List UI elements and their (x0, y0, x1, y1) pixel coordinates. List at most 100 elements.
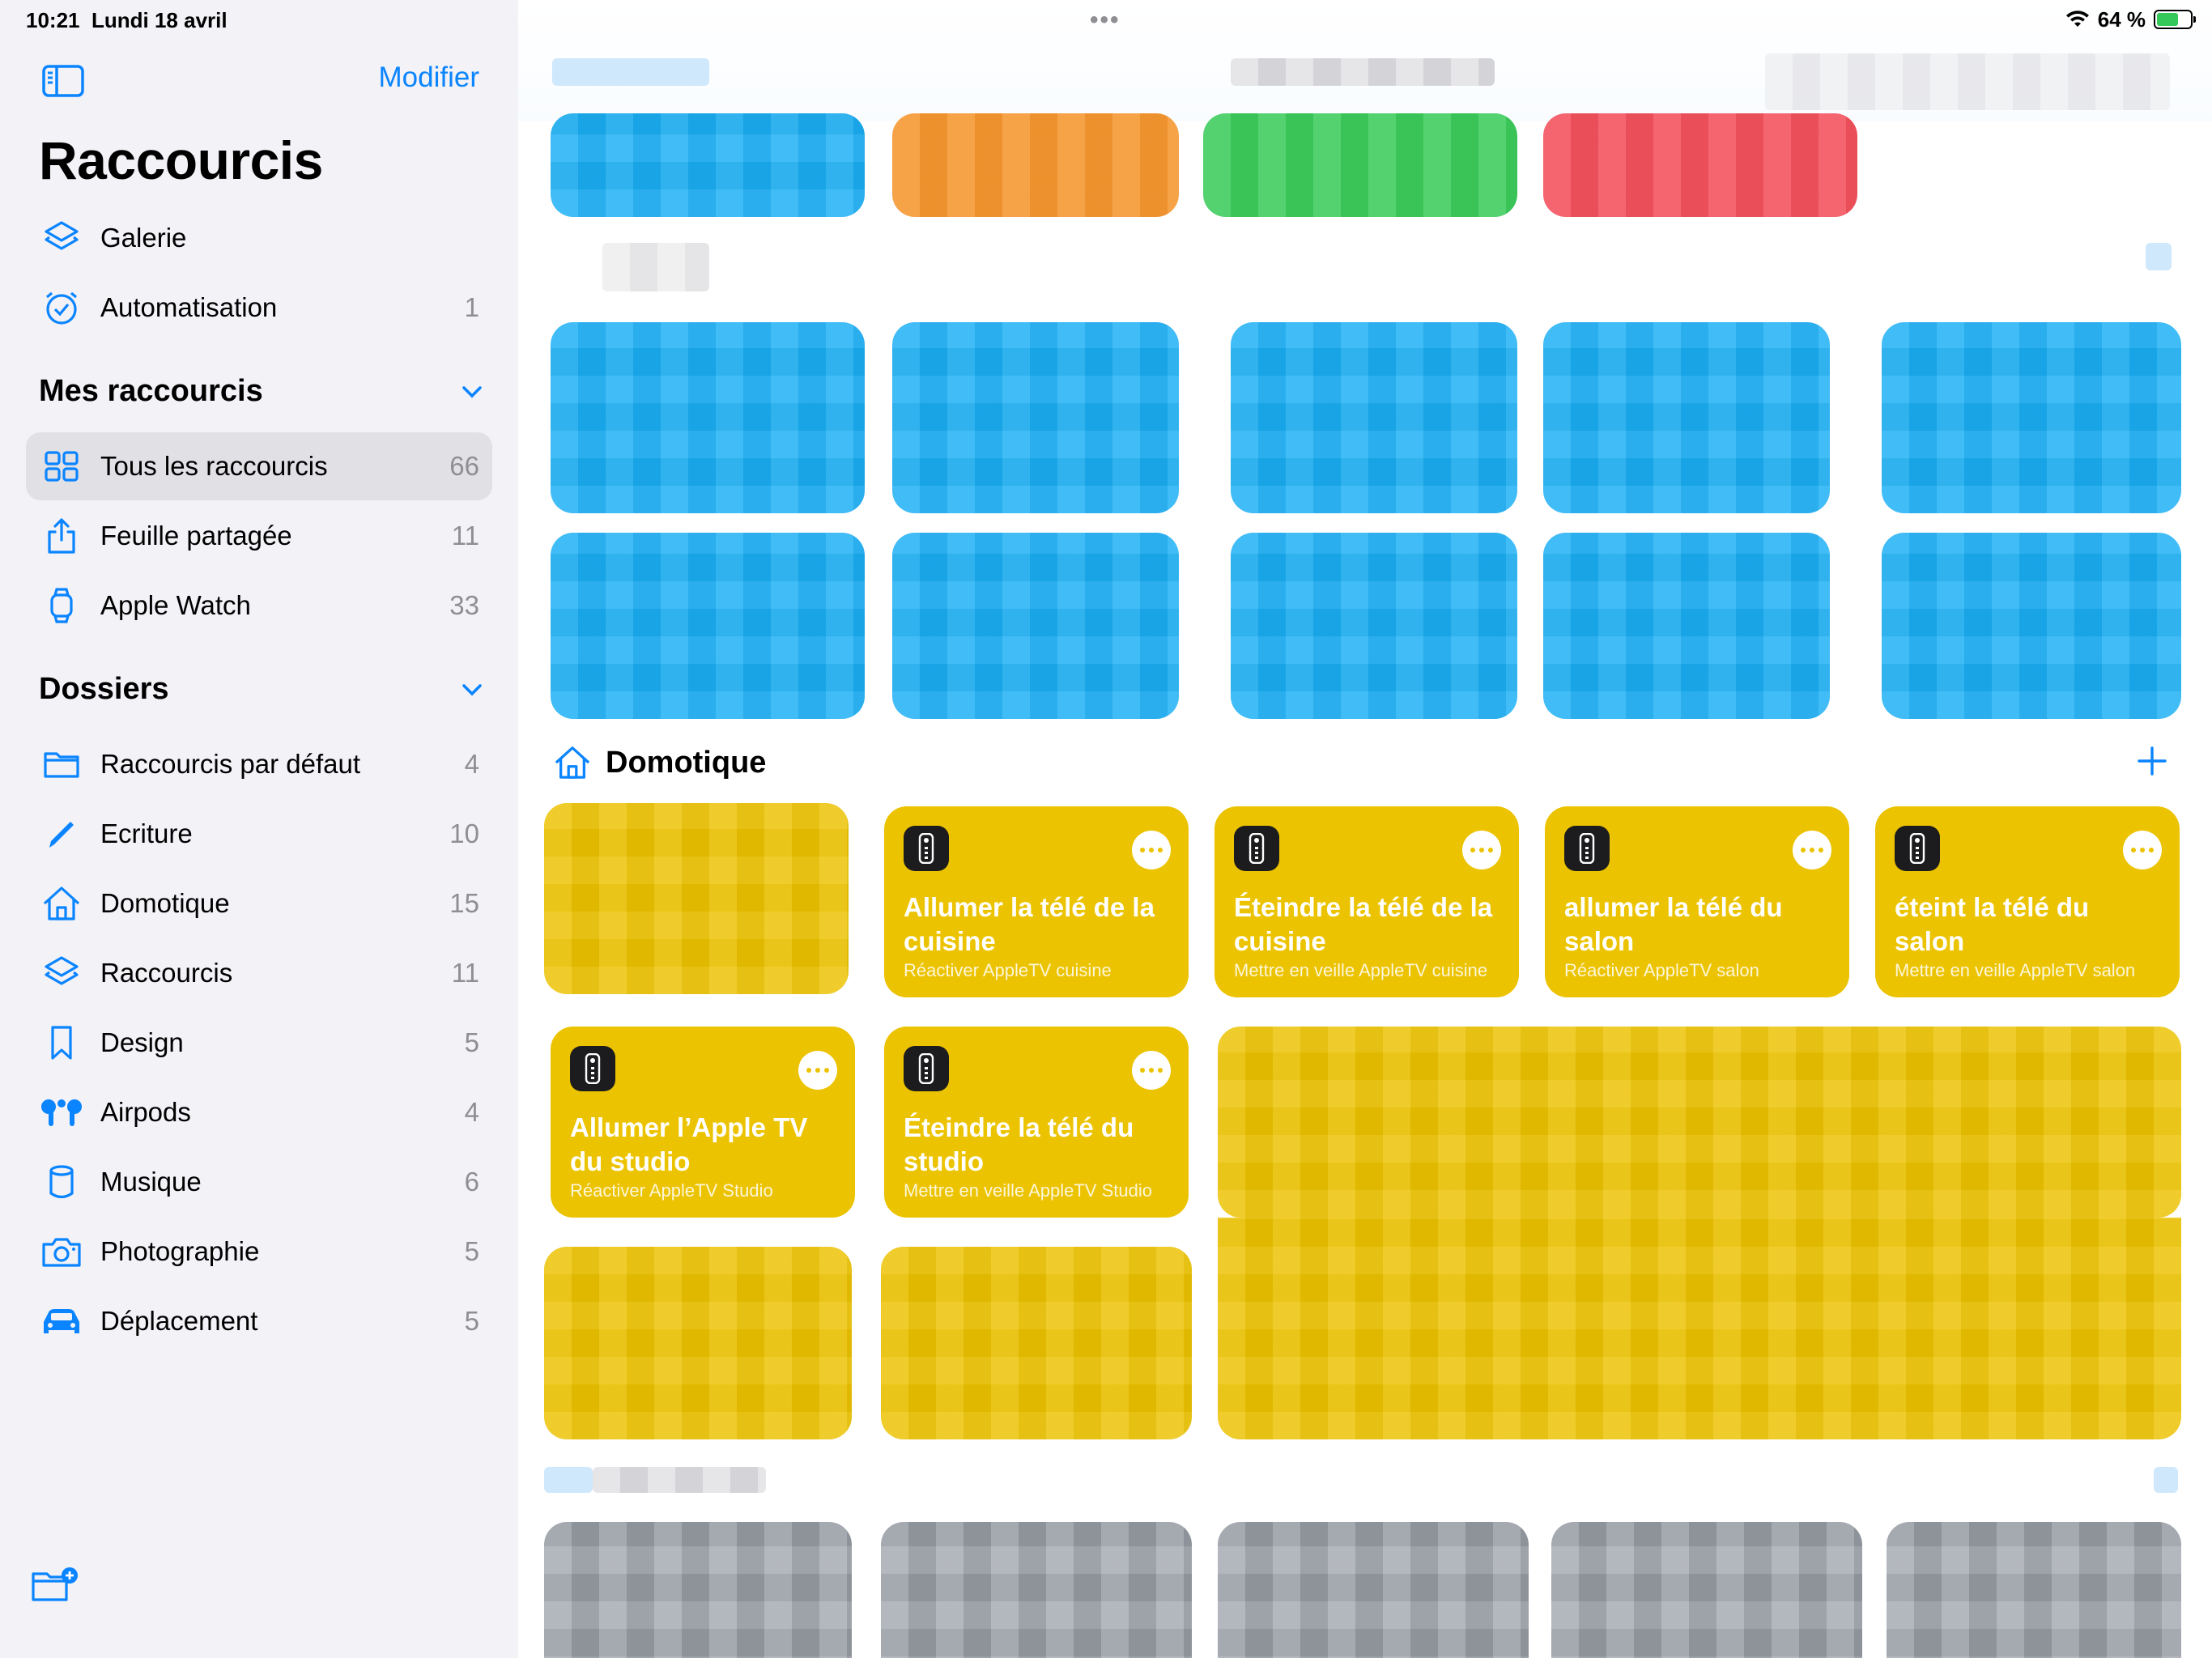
battery-percent: 64 % (2097, 6, 2146, 32)
shortcut-subtitle: Mettre en veille AppleTV Studio (904, 1180, 1152, 1201)
blurred-shortcut-tile[interactable] (1543, 113, 1857, 217)
sidebar-item-gallery[interactable]: Galerie (26, 204, 492, 272)
blurred-shortcut-tile[interactable] (1882, 322, 2181, 513)
sidebar-item-label: Automatisation (100, 292, 278, 322)
shortcut-card[interactable]: Allumer l’Apple TV du studio Réactiver A… (551, 1027, 855, 1218)
sidebar-item-count: 11 (451, 958, 479, 988)
more-options-icon[interactable] (1462, 831, 1501, 869)
sidebar-item-default-shortcuts[interactable]: Raccourcis par défaut 4 (26, 730, 492, 798)
shortcut-title: Éteindre la télé de la cuisine (1234, 892, 1493, 956)
sidebar-item-label: Design (100, 1027, 184, 1057)
blurred-shortcut-tile[interactable] (892, 322, 1179, 513)
more-options-icon[interactable] (2123, 831, 2162, 869)
sidebar-item-label: Airpods (100, 1097, 191, 1127)
blurred-shortcut-tile[interactable] (1218, 1218, 2181, 1439)
blurred-shortcut-tile[interactable] (1887, 1522, 2181, 1658)
shortcut-title: allumer la télé du salon (1564, 892, 1783, 956)
share-icon (39, 513, 84, 559)
sidebar-item-label: Photographie (100, 1236, 260, 1266)
more-options-icon[interactable] (1793, 831, 1831, 869)
chevron-down-icon[interactable] (462, 683, 483, 696)
sidebar-item-count: 66 (449, 451, 479, 481)
sidebar-item-share-sheet[interactable]: Feuille partagée 11 (26, 502, 492, 570)
blurred-add-button[interactable] (2146, 243, 2172, 270)
sidebar-item-writing[interactable]: Ecriture 10 (26, 800, 492, 868)
shortcut-card[interactable]: Éteindre la télé du studio Mettre en vei… (884, 1027, 1189, 1218)
section-header-domotique: Domotique (554, 738, 2189, 787)
status-bar: 10:21 Lundi 18 avril ••• 64 % (0, 0, 2212, 39)
shortcut-card[interactable]: éteint la télé du salon Mettre en veille… (1875, 806, 2180, 997)
folder-icon (39, 742, 84, 787)
blurred-shortcut-tile[interactable] (1218, 1027, 2181, 1218)
sidebar-item-count: 33 (449, 590, 479, 620)
shortcut-card[interactable]: Allumer la télé de la cuisine Réactiver … (884, 806, 1189, 997)
cylinder-icon (39, 1159, 84, 1205)
blurred-shortcut-tile[interactable] (551, 322, 865, 513)
blurred-shortcut-tile[interactable] (1218, 1522, 1529, 1658)
sidebar-item-count: 4 (464, 749, 479, 779)
stack-icon (39, 215, 84, 261)
sidebar-item-count: 11 (451, 521, 479, 551)
more-options-icon[interactable] (1132, 1051, 1171, 1090)
sidebar-item-airpods[interactable]: Airpods 4 (26, 1078, 492, 1146)
shortcut-card[interactable]: allumer la télé du salon Réactiver Apple… (1545, 806, 1849, 997)
blurred-section-title (602, 243, 709, 291)
sidebar-item-count: 5 (464, 1236, 479, 1266)
blurred-shortcut-tile[interactable] (1551, 1522, 1862, 1658)
blurred-shortcut-tile[interactable] (544, 803, 849, 994)
multitasking-dots-icon[interactable]: ••• (1090, 6, 1121, 33)
bookmark-icon (39, 1020, 84, 1065)
sidebar-item-count: 5 (464, 1306, 479, 1336)
section-folders[interactable]: Dossiers (39, 672, 483, 707)
shortcut-card[interactable]: Éteindre la télé de la cuisine Mettre en… (1214, 806, 1519, 997)
blurred-shortcut-tile[interactable] (881, 1522, 1192, 1658)
blurred-shortcut-tile[interactable] (1231, 533, 1517, 719)
sidebar-item-apple-watch[interactable]: Apple Watch 33 (26, 572, 492, 640)
sidebar-item-label: Galerie (100, 223, 187, 253)
stack-icon (39, 950, 84, 996)
blurred-shortcut-tile[interactable] (551, 113, 865, 217)
new-folder-icon[interactable] (31, 1566, 79, 1605)
blurred-shortcut-tile[interactable] (1231, 322, 1517, 513)
blurred-shortcut-tile[interactable] (544, 1247, 852, 1439)
sidebar-item-label: Déplacement (100, 1306, 258, 1336)
battery-icon (2154, 10, 2196, 29)
sidebar-item-design[interactable]: Design 5 (26, 1009, 492, 1077)
sidebar-item-count: 15 (449, 888, 479, 918)
blurred-shortcut-tile[interactable] (892, 113, 1179, 217)
section-header: Dossiers (39, 672, 169, 706)
blurred-search (1231, 58, 1495, 86)
edit-button[interactable]: Modifier (378, 62, 479, 93)
sidebar-item-music[interactable]: Musique 6 (26, 1148, 492, 1216)
sidebar-item-photography[interactable]: Photographie 5 (26, 1218, 492, 1286)
chevron-down-icon[interactable] (462, 385, 483, 398)
blurred-shortcut-tile[interactable] (1882, 533, 2181, 719)
sidebar-title: Raccourcis (39, 130, 323, 190)
blurred-shortcut-tile[interactable] (551, 533, 865, 719)
more-options-icon[interactable] (798, 1051, 837, 1090)
blurred-shortcut-tile[interactable] (881, 1247, 1192, 1439)
sidebar-item-automation[interactable]: Automatisation 1 (26, 274, 492, 342)
sidebar-item-all-shortcuts[interactable]: Tous les raccourcis 66 (26, 432, 492, 500)
add-shortcut-button[interactable] (2134, 743, 2170, 779)
section-header: Mes raccourcis (39, 374, 263, 408)
sidebar-item-travel[interactable]: Déplacement 5 (26, 1287, 492, 1355)
sidebar-item-count: 1 (464, 292, 479, 322)
shortcut-subtitle: Réactiver AppleTV Studio (570, 1180, 773, 1201)
sidebar-item-label: Apple Watch (100, 590, 251, 620)
blurred-shortcut-tile[interactable] (1543, 533, 1830, 719)
blurred-shortcut-tile[interactable] (1543, 322, 1830, 513)
blurred-shortcut-tile[interactable] (1203, 113, 1517, 217)
sidebar-item-shortcuts-folder[interactable]: Raccourcis 11 (26, 939, 492, 1007)
grid-icon (39, 444, 84, 489)
clock-check-icon (39, 285, 84, 330)
blurred-shortcut-tile[interactable] (544, 1522, 852, 1658)
blurred-shortcut-tile[interactable] (892, 533, 1179, 719)
sidebar-item-home-automation[interactable]: Domotique 15 (26, 869, 492, 937)
section-my-shortcuts[interactable]: Mes raccourcis (39, 374, 483, 409)
more-options-icon[interactable] (1132, 831, 1171, 869)
blurred-add-button[interactable] (2154, 1467, 2178, 1493)
sidebar-toggle-icon[interactable] (42, 65, 84, 97)
sidebar-item-count: 10 (449, 818, 479, 848)
shortcut-subtitle: Réactiver AppleTV salon (1564, 960, 1759, 980)
